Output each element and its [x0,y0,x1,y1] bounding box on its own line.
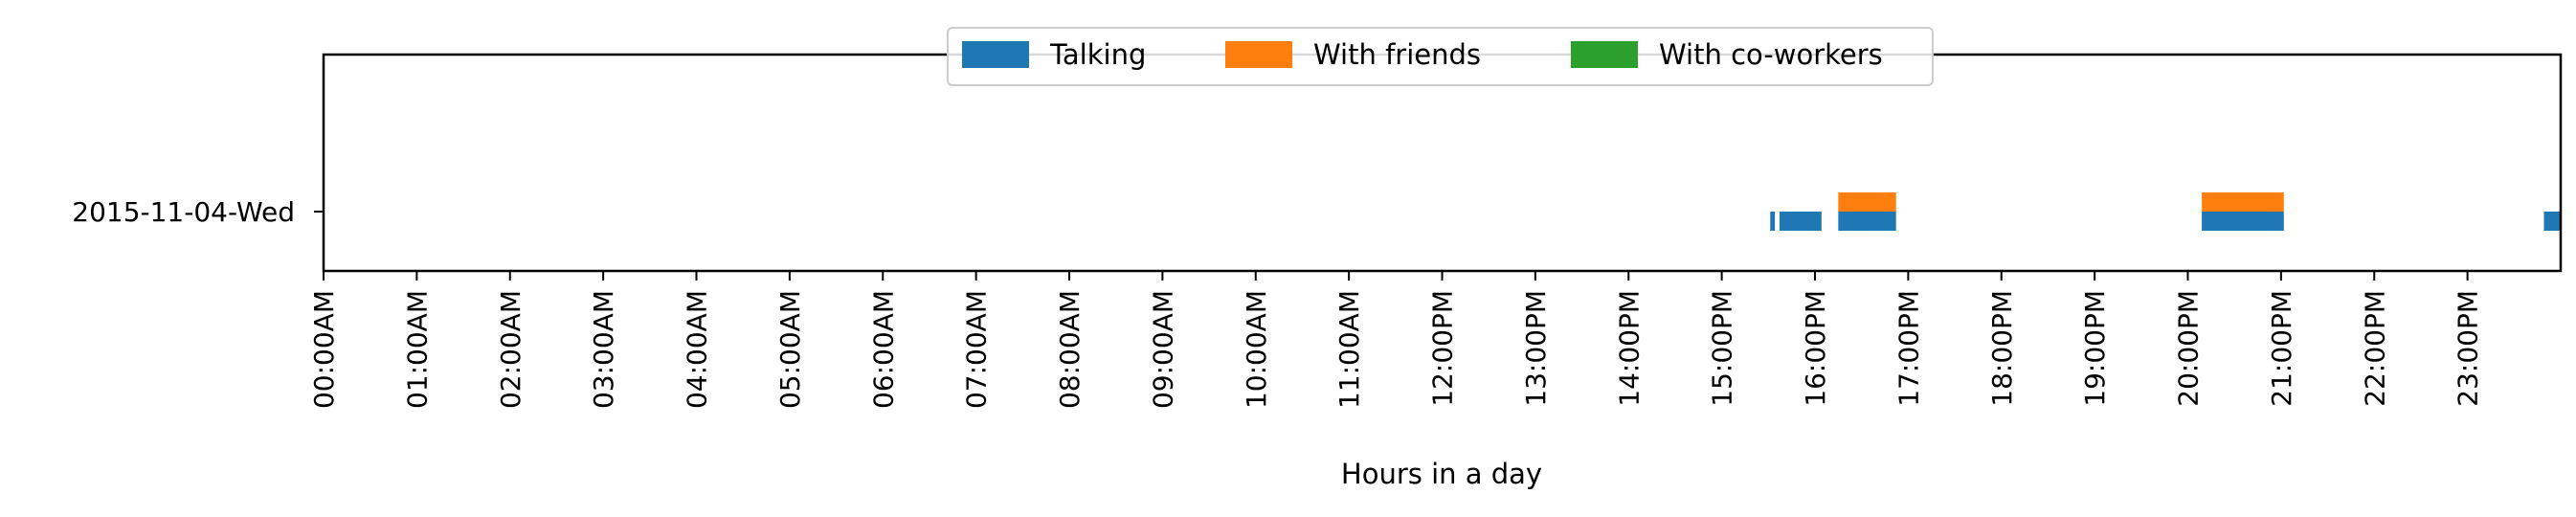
x-axis: 00:00AM 01:00AM 02:00AM 03:00AM 04:00AM 05:00… [308,271,2484,409]
x-tick-label: 14:00PM [1613,290,1645,407]
x-tick-label: 09:00AM [1147,290,1178,409]
legend-swatch-with-co-workers [1571,41,1638,68]
legend-swatch-talking [962,41,1029,68]
x-tick-label: 16:00PM [1800,290,1831,407]
bar-talking-4 [2543,212,2561,231]
x-tick-label: 15:00PM [1707,290,1738,407]
bar-with-friends-0 [1838,192,1896,212]
bar-talking-3 [2202,212,2284,231]
x-tick-label: 03:00AM [588,290,619,409]
x-tick-label: 13:00PM [1520,290,1552,407]
y-tick-label: 2015-11-04-Wed [72,196,295,228]
legend-label: Talking [1049,38,1146,71]
x-tick-label: 02:00AM [495,290,526,409]
x-tick-label: 10:00AM [1241,290,1272,409]
bar-with-friends-1 [2202,192,2284,212]
y-axis: 2015-11-04-Wed [72,196,324,228]
x-tick-label: 12:00PM [1427,290,1459,407]
plot-frame [322,53,2563,273]
legend-frame [947,27,1934,86]
x-tick-label: 19:00PM [2079,290,2111,407]
x-tick-label: 11:00AM [1333,290,1365,409]
x-tick-label: 23:00PM [2453,290,2484,407]
bar-talking-1 [1779,212,1822,231]
legend-swatch-with-friends [1225,41,1292,68]
x-tick-label: 04:00AM [682,290,713,409]
x-tick-label: 18:00PM [1986,290,2018,407]
x-tick-label: 21:00PM [2266,290,2297,407]
bars-layer [1770,192,2561,231]
x-axis-label: Hours in a day [1341,458,1542,490]
legend: Talking With friends With co-workers [947,27,1934,86]
x-tick-label: 06:00AM [867,290,899,409]
x-tick-label: 08:00AM [1054,290,1086,409]
x-tick-label: 07:00AM [961,290,993,409]
bar-talking-2 [1838,212,1896,231]
x-tick-label: 20:00PM [2173,290,2205,407]
x-tick-label: 22:00PM [2359,290,2390,407]
x-tick-label: 05:00AM [774,290,806,409]
x-tick-label: 00:00AM [308,290,340,409]
legend-label: With co-workers [1659,38,1883,71]
x-tick-label: 01:00AM [401,290,433,409]
bar-talking-0 [1770,212,1776,231]
legend-label: With friends [1313,38,1481,71]
x-tick-label: 17:00PM [1893,290,1924,407]
